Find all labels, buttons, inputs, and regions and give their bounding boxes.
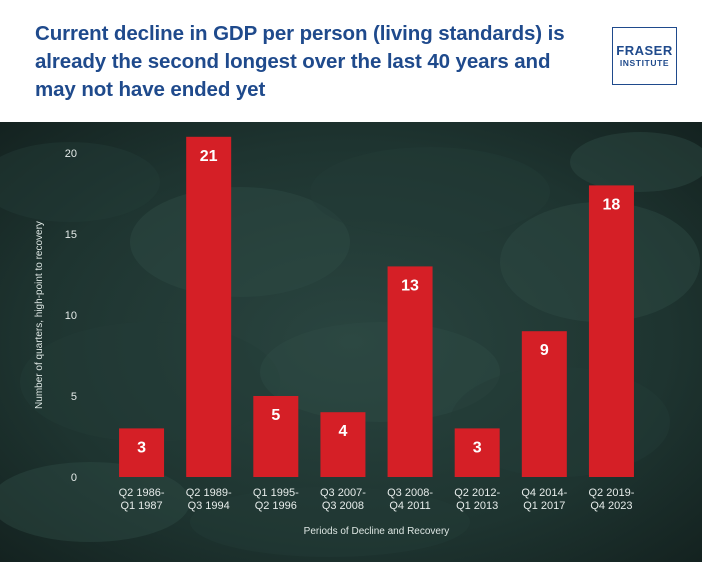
background-texture-shape: [260, 322, 500, 422]
bar-value-label: 3: [473, 439, 482, 456]
bar: [253, 396, 299, 477]
header: Current decline in GDP per person (livin…: [0, 0, 702, 122]
bar: [521, 331, 567, 477]
x-tick-label: Q3 1994: [188, 500, 230, 512]
bar: [186, 136, 232, 478]
x-tick-label: Q4 2014-: [521, 487, 567, 499]
bar-value-label: 21: [200, 148, 218, 165]
x-tick-label: Q1 2017: [523, 500, 565, 512]
logo-line-2: INSTITUTE: [619, 58, 670, 68]
x-tick-label: Q2 2019-: [589, 487, 635, 499]
bar: [387, 266, 433, 477]
y-tick-label: 20: [65, 148, 77, 160]
fraser-institute-logo: FRASER INSTITUTE: [612, 27, 677, 85]
chart-title: Current decline in GDP per person (livin…: [35, 22, 565, 101]
y-tick-label: 15: [65, 229, 77, 241]
x-tick-label: Q2 2012-: [454, 487, 500, 499]
logo-line-1: FRASER: [616, 43, 673, 58]
background-texture-shape: [310, 147, 550, 237]
bar-value-label: 9: [540, 342, 549, 359]
x-tick-label: Q2 1986-: [119, 487, 165, 499]
background-texture-shape: [20, 322, 280, 442]
chart-background: [0, 122, 702, 562]
x-tick-label: Q3 2008-: [387, 487, 433, 499]
bar: [119, 428, 165, 477]
x-tick-label: Q1 1995-: [253, 487, 299, 499]
chart-area: 0 5 10 15 20 3 21 5 4 13 3 9 18 Q2 1986- Q1 1987 Q2 1…: [0, 122, 702, 562]
bar-chart: 0 5 10 15 20 3 21 5 4 13 3 9 18 Q2 1986-Q1 1987 Q2 1…: [0, 122, 702, 562]
bar-value-label: 13: [401, 277, 419, 294]
y-axis-title: Number of quarters, high-point to recove…: [34, 221, 45, 409]
bar-value-label: 3: [137, 439, 146, 456]
bar: [588, 185, 634, 477]
background-texture-shape: [0, 462, 190, 542]
y-tick-label: 5: [71, 391, 77, 403]
bar-value-label: 18: [603, 196, 621, 213]
background-texture-shape: [130, 187, 350, 297]
x-tick-label: Q3 2008: [322, 500, 364, 512]
x-tick-label: Q3 2007-: [320, 487, 366, 499]
bar-value-label: 5: [271, 407, 280, 424]
x-tick-label: Q2 1989-: [186, 487, 232, 499]
background-texture-shape: [0, 142, 160, 222]
bar-value-label: 4: [338, 423, 347, 440]
y-tick-label: 0: [71, 472, 77, 484]
y-tick-label: 10: [65, 310, 77, 322]
x-tick-label: Q4 2011: [389, 500, 430, 512]
x-tick-label: Q4 2023: [590, 500, 632, 512]
bar: [454, 428, 500, 477]
background-texture-shape: [570, 132, 702, 192]
x-tick-label: Q1 1987: [120, 500, 162, 512]
x-axis-title: Periods of Decline and Recovery: [304, 526, 450, 537]
background-texture-shape: [190, 487, 470, 557]
x-tick-label: Q1 2013: [456, 500, 498, 512]
x-tick-label: Q2 1996: [255, 500, 297, 512]
bar: [320, 412, 366, 477]
